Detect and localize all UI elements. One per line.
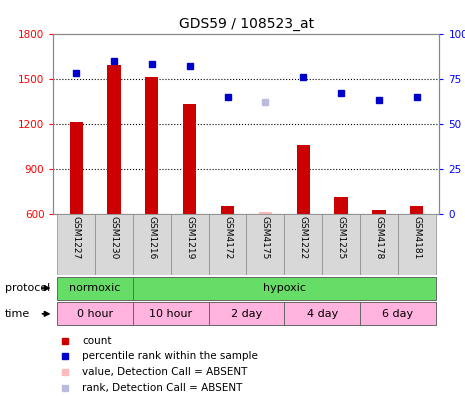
Bar xyxy=(372,210,385,214)
Bar xyxy=(133,214,171,275)
Bar xyxy=(57,276,133,300)
Bar xyxy=(57,214,95,275)
Bar xyxy=(171,214,209,275)
Text: percentile rank within the sample: percentile rank within the sample xyxy=(82,352,258,362)
Text: hypoxic: hypoxic xyxy=(263,283,306,293)
Text: GSM4172: GSM4172 xyxy=(223,216,232,259)
Text: GSM4175: GSM4175 xyxy=(261,216,270,259)
Text: rank, Detection Call = ABSENT: rank, Detection Call = ABSENT xyxy=(82,383,243,393)
Text: time: time xyxy=(5,309,30,319)
Bar xyxy=(209,214,246,275)
Text: count: count xyxy=(82,335,112,346)
Text: GSM1230: GSM1230 xyxy=(110,216,119,259)
Bar xyxy=(209,302,284,326)
Text: 2 day: 2 day xyxy=(231,309,262,319)
Bar xyxy=(334,197,348,214)
Text: 0 hour: 0 hour xyxy=(77,309,113,319)
Bar xyxy=(133,302,209,326)
Text: GSM1222: GSM1222 xyxy=(299,216,308,259)
Bar xyxy=(297,145,310,214)
Bar xyxy=(95,214,133,275)
Title: GDS59 / 108523_at: GDS59 / 108523_at xyxy=(179,17,314,31)
Bar xyxy=(57,302,133,326)
Text: GSM4181: GSM4181 xyxy=(412,216,421,259)
Text: 4 day: 4 day xyxy=(306,309,338,319)
Bar xyxy=(133,276,436,300)
Text: normoxic: normoxic xyxy=(69,283,121,293)
Bar xyxy=(284,302,360,326)
Bar xyxy=(221,206,234,214)
Bar xyxy=(410,206,423,214)
Bar xyxy=(183,104,196,214)
Text: GSM4178: GSM4178 xyxy=(374,216,383,259)
Text: GSM1227: GSM1227 xyxy=(72,216,81,259)
Bar xyxy=(70,122,83,214)
Text: GSM1225: GSM1225 xyxy=(337,216,345,259)
Bar xyxy=(145,77,159,214)
Bar xyxy=(107,65,120,214)
Text: 10 hour: 10 hour xyxy=(149,309,193,319)
Bar xyxy=(284,214,322,275)
Text: value, Detection Call = ABSENT: value, Detection Call = ABSENT xyxy=(82,367,248,377)
Bar xyxy=(360,302,436,326)
Bar xyxy=(259,212,272,214)
Bar xyxy=(398,214,436,275)
Text: 6 day: 6 day xyxy=(382,309,413,319)
Text: GSM1219: GSM1219 xyxy=(185,216,194,259)
Text: protocol: protocol xyxy=(5,283,50,293)
Bar xyxy=(322,214,360,275)
Text: GSM1216: GSM1216 xyxy=(147,216,156,259)
Bar xyxy=(246,214,284,275)
Bar xyxy=(360,214,398,275)
